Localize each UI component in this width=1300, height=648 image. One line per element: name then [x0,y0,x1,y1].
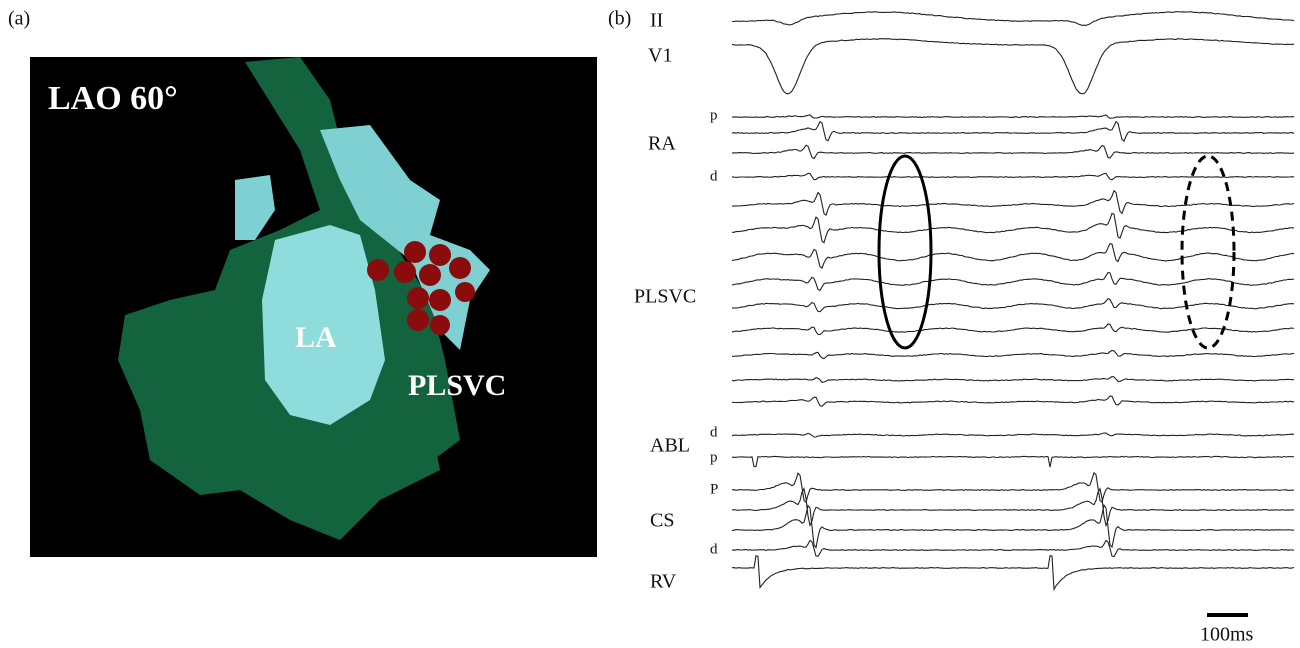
ecg-trace [731,298,1295,313]
channel-label: RA [648,133,676,155]
view-label: LAO 60° [48,80,178,117]
ecg-trace [731,323,1295,336]
cyan-structure [235,175,275,240]
highlight-ellipse [1180,154,1236,350]
ecg-trace [731,539,1295,558]
highlight-ellipse [877,154,933,350]
ecg-trace [731,242,1295,269]
channel-label: V1 [648,45,672,67]
ecg-trace [731,503,1294,549]
ecg-trace [731,395,1295,407]
traces [731,11,1295,592]
panel-label: (b) [608,8,631,30]
panel-label: (a) [8,8,30,30]
ecg-trace [731,554,1295,592]
ecg-trace [731,172,1295,181]
pole-label: d [710,541,718,557]
pole-label: d [710,424,718,440]
channel-label: II [650,10,663,32]
scale-bar-label: 100ms [1200,624,1254,646]
ecg-trace [731,376,1295,384]
channel-label: PLSVC [634,286,696,308]
pole-label: P [710,481,718,497]
ecg-trace [732,114,1295,119]
ecg-trace [731,189,1295,216]
ecg-trace [732,349,1295,360]
ecg-trace [731,120,1295,143]
ecg-trace [732,212,1295,244]
channel-label: CS [650,510,674,532]
ablation-points [367,241,475,335]
pole-label: p [710,449,718,465]
map-3d: LAO 60° LA PLSVC [30,57,597,557]
channel-label: ABL [650,435,690,457]
left-atrium [262,225,385,425]
green-structure [420,360,460,470]
ecg-trace [732,11,1295,26]
ecg-trace [731,271,1295,291]
structure-label: LA [295,321,337,354]
structure-label: PLSVC [408,369,506,402]
ecg-trace [731,455,1295,468]
ecg-trace [731,38,1295,95]
pole-label: d [710,168,718,184]
ecg-trace [731,487,1295,528]
ecg-trace [731,432,1295,438]
pole-label: p [710,107,718,123]
channel-label: RV [650,571,677,593]
ecg-trace [731,471,1294,504]
ecg-trace [731,144,1295,160]
